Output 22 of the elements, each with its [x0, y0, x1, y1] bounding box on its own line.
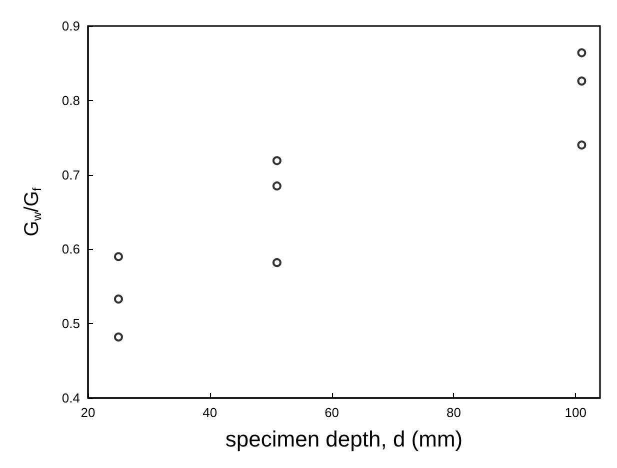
point — [114, 252, 123, 262]
y-tick-label: 0.7 — [62, 167, 80, 182]
point — [272, 181, 282, 190]
point — [577, 48, 586, 58]
y-tick-label: 0.6 — [62, 242, 80, 257]
point — [114, 294, 123, 304]
x-tick-label: 100 — [564, 405, 586, 420]
point — [577, 76, 586, 86]
y-tick-label: 0.4 — [62, 390, 80, 406]
y-tick-label: 0.9 — [62, 18, 80, 34]
x-axis-title: specimen depth, d (mm) — [225, 426, 463, 452]
point — [577, 140, 586, 150]
point — [272, 258, 282, 268]
x-tick-label: 40 — [202, 405, 218, 420]
point — [272, 156, 282, 166]
point — [114, 332, 123, 342]
x-tick-label: 20 — [80, 405, 96, 420]
y-axis-title: Gw/Gf — [21, 187, 44, 236]
x-tick-label: 80 — [446, 405, 461, 420]
x-tick-label: 60 — [324, 405, 340, 420]
y-tick-label: 0.8 — [62, 92, 80, 108]
y-tick-label: 0.5 — [62, 316, 80, 332]
